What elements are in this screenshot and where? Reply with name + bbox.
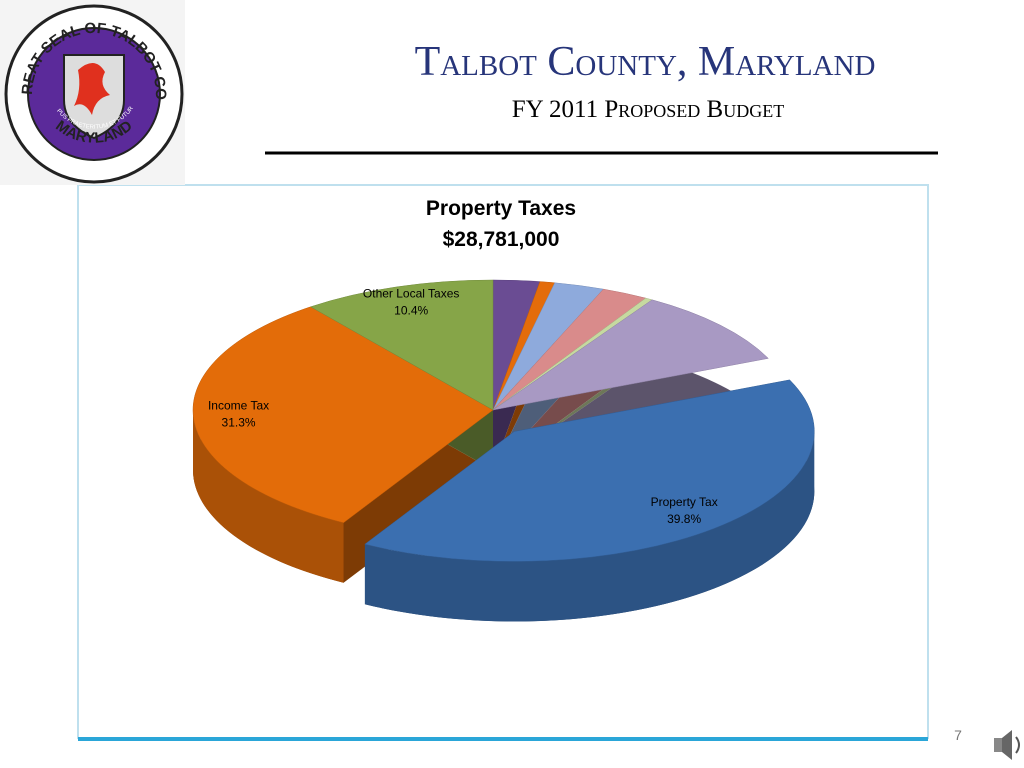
speaker-wave — [1015, 736, 1020, 754]
slice-label: Income Tax — [208, 398, 269, 412]
chart-title: Property Taxes — [426, 197, 576, 220]
page-number: 7 — [954, 727, 962, 743]
slice-label: Property Tax — [651, 495, 718, 509]
slice-value-label: 31.3% — [222, 415, 256, 429]
chart-subtitle: $28,781,000 — [443, 228, 560, 251]
seal-lion — [74, 62, 110, 115]
slide-subtitle: FY 2011 Proposed Budget — [512, 96, 784, 123]
slice — [364, 379, 815, 562]
speaker-icon[interactable] — [994, 730, 1020, 760]
slice — [492, 299, 769, 411]
slice — [310, 279, 494, 411]
slice-value-label: 39.8% — [667, 512, 701, 526]
speaker-cone — [1002, 730, 1012, 760]
slice-value-label: 10.4% — [394, 303, 428, 317]
slide-title: Talbot County, Maryland — [415, 39, 876, 85]
slice — [192, 306, 494, 523]
slice-label: Other Local Taxes — [363, 286, 460, 300]
speaker-body — [994, 738, 1002, 752]
seal: THE GREAT SEAL OF TALBOT COUNTY MARYLAND… — [0, 0, 185, 185]
pie: Property Tax 39.8% Income Tax 31.3% Other Lo… — [192, 279, 815, 622]
slice-side — [364, 431, 815, 622]
